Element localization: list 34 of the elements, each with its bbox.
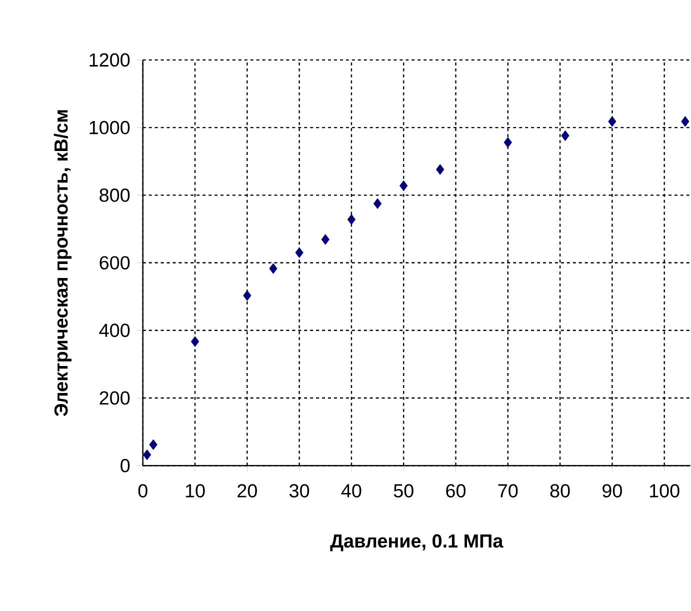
- y-tick-label: 1200: [90, 53, 130, 66]
- y-tick-label: 0: [120, 458, 130, 472]
- x-tick-label: 10: [186, 484, 205, 498]
- x-axis-title: Давление, 0.1 МПа: [330, 534, 504, 551]
- x-tick-label: 50: [394, 484, 414, 498]
- point: [436, 164, 444, 175]
- point: [347, 214, 356, 225]
- point: [321, 234, 330, 245]
- y-tick-label: 800: [100, 188, 130, 202]
- point: [608, 116, 616, 127]
- x-tick-label: 70: [498, 484, 518, 498]
- y-tick-label: 200: [100, 391, 130, 404]
- point: [400, 180, 408, 191]
- x-tick-label: 60: [446, 484, 466, 498]
- x-tick-label: 40: [341, 484, 362, 498]
- x-tick-label: 0: [138, 484, 148, 498]
- y-tick-label: 1000: [90, 120, 130, 134]
- point: [243, 290, 252, 301]
- y-tick-label: 400: [99, 323, 130, 337]
- point: [295, 247, 304, 258]
- point: [373, 198, 382, 209]
- x-tick-label: 90: [602, 484, 622, 498]
- point: [504, 136, 512, 148]
- x-tick-label: 30: [290, 484, 310, 498]
- x-tick-label: 100: [650, 484, 680, 498]
- y-tick-label: 600: [100, 256, 130, 270]
- point: [190, 336, 200, 347]
- point: [142, 449, 152, 460]
- point: [149, 439, 158, 450]
- point: [561, 130, 570, 141]
- y-axis-title: Электрическая прочность, кВ/см: [54, 110, 72, 416]
- x-tick-label: 80: [550, 484, 570, 498]
- point: [269, 262, 278, 274]
- x-tick-label: 20: [238, 484, 257, 498]
